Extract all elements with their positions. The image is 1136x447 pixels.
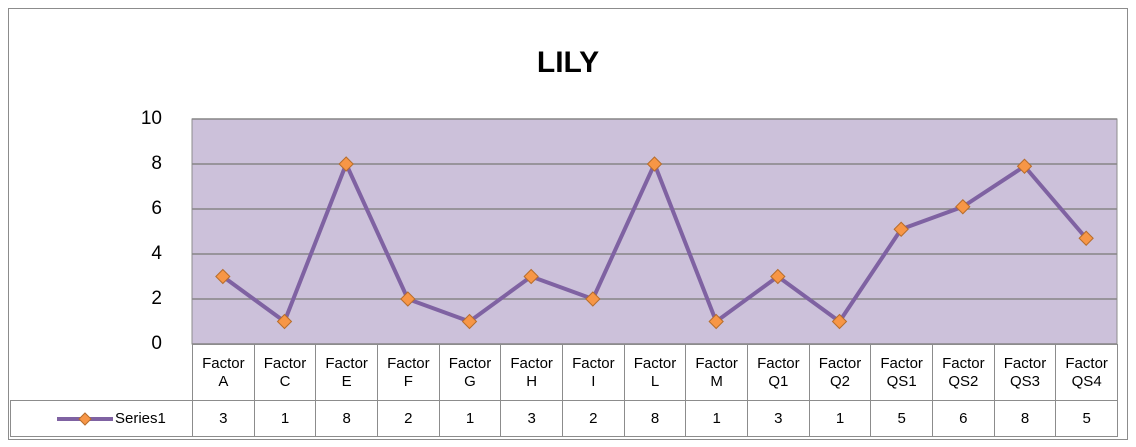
value-cell: 5 [870,400,933,437]
data-point [646,156,663,172]
data-point [955,199,971,215]
y-tick-label: 2 [151,288,162,309]
value-cell: 8 [623,400,687,437]
data-point [831,313,848,330]
value-cell: 5 [1055,400,1118,437]
y-tick-label: 10 [141,108,162,129]
data-point [708,313,724,330]
data-point [1016,158,1033,174]
y-tick-label: 6 [151,198,162,219]
data-point [461,313,478,330]
value-cell: 1 [438,400,502,437]
data-point [893,221,909,237]
legend-cell: Series1 [10,400,193,437]
value-cell: 3 [192,400,255,437]
legend-marker [78,411,92,426]
value-cell: 1 [253,400,317,437]
category-cell: Factor F [377,344,440,401]
data-point [770,268,786,285]
data-point [338,156,354,172]
data-point [585,291,601,307]
value-cell: 1 [685,400,748,437]
category-cell: Factor A [192,344,255,401]
category-cell: Factor M [685,344,748,401]
y-tick-label: 8 [151,153,162,174]
data-point [276,313,293,330]
legend-label: Series1 [115,409,166,427]
category-cell: Factor QS1 [870,344,933,401]
data-point [1078,230,1094,246]
chart-title: LILY [537,46,599,79]
data-point [215,268,231,285]
category-cell: Factor H [500,344,563,401]
category-cell: Factor Q1 [747,344,810,401]
category-cell: Factor I [562,344,625,401]
chart-frame [8,8,1128,440]
value-cell: 3 [747,400,810,437]
category-cell: Factor C [253,344,317,401]
y-tick-label: 4 [151,243,162,264]
value-cell: 2 [562,400,625,437]
y-tick-label: 0 [151,333,162,354]
data-point [523,268,539,285]
plot-area [191,118,1118,345]
value-cell: 8 [993,400,1057,437]
category-cell: Factor G [438,344,502,401]
data-point [400,291,416,307]
value-cell: 3 [500,400,563,437]
category-cell: Factor QS3 [993,344,1057,401]
value-cell: 1 [808,400,872,437]
legend-key [57,411,113,426]
category-cell: Factor L [623,344,687,401]
value-cell: 6 [932,400,995,437]
category-cell: Factor QS4 [1055,344,1118,401]
value-cell: 2 [377,400,440,437]
category-cell: Factor Q2 [808,344,872,401]
category-cell: Factor E [315,344,378,401]
category-cell: Factor QS2 [932,344,995,401]
value-cell: 8 [315,400,378,437]
